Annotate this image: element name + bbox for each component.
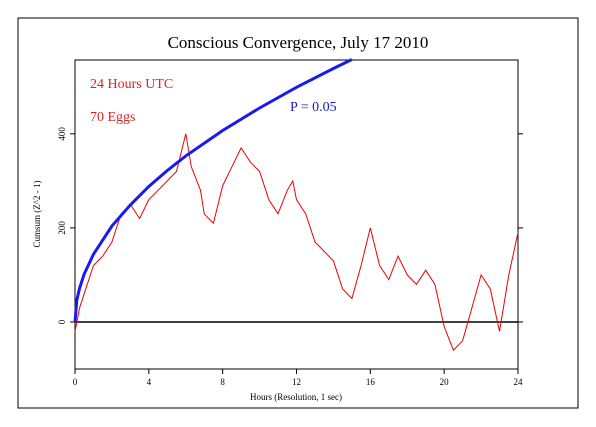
y-tick-label: 200 [57,221,67,235]
y-tick-label: 400 [57,127,67,141]
x-tick-label: 8 [220,377,225,387]
chart-title: Conscious Convergence, July 17 2010 [168,33,429,52]
x-tick-label: 4 [147,377,152,387]
y-axis-label: Cumsum (Z^2 - 1) [32,181,42,248]
x-axis-label: Hours (Resolution, 1 sec) [250,392,342,402]
x-tick-label: 12 [292,377,301,387]
series-line [74,133,519,352]
y-tick-label: 0 [57,319,67,324]
x-tick-label: 0 [73,377,78,387]
frame [17,17,579,409]
series-line [73,58,353,323]
annotation: P = 0.05 [290,100,337,115]
x-tick-label: 20 [440,377,450,387]
x-tick-label: 16 [366,377,376,387]
annotation: 70 Eggs [90,110,136,125]
x-tick-label: 24 [514,377,524,387]
annotation: 24 Hours UTC [90,77,173,92]
